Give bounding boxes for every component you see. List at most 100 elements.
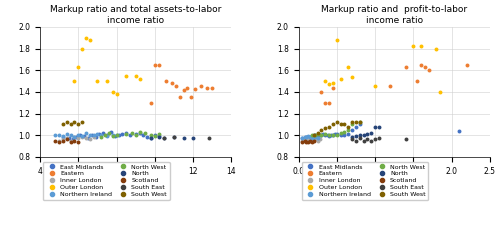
- Point: [310, 137, 318, 140]
- Point: [147, 133, 155, 137]
- Point: [122, 131, 130, 135]
- Point: [160, 137, 168, 140]
- Point: [306, 138, 314, 141]
- Point: [325, 83, 333, 86]
- Point: [132, 133, 140, 137]
- Point: [191, 87, 199, 90]
- Point: [147, 137, 155, 140]
- Point: [302, 135, 310, 139]
- Point: [326, 133, 334, 137]
- Point: [312, 135, 320, 139]
- Point: [55, 140, 63, 144]
- Point: [312, 138, 320, 141]
- Point: [82, 131, 90, 135]
- Point: [302, 135, 310, 139]
- Point: [417, 45, 425, 48]
- Point: [329, 133, 337, 137]
- Point: [78, 47, 86, 50]
- Point: [306, 135, 314, 139]
- Point: [70, 135, 78, 139]
- Point: [103, 134, 111, 138]
- Point: [336, 131, 344, 135]
- Point: [324, 133, 332, 137]
- Point: [52, 139, 60, 142]
- Point: [329, 123, 337, 126]
- Point: [348, 75, 356, 79]
- Point: [371, 85, 379, 88]
- Point: [329, 81, 337, 85]
- Point: [154, 134, 162, 138]
- Point: [436, 90, 444, 94]
- Point: [68, 138, 76, 141]
- Point: [154, 63, 162, 67]
- Point: [52, 133, 60, 137]
- Point: [333, 38, 341, 42]
- Point: [128, 131, 136, 135]
- Point: [170, 135, 178, 139]
- Point: [136, 77, 143, 81]
- Point: [356, 123, 364, 126]
- Point: [318, 90, 326, 94]
- Point: [314, 133, 322, 137]
- Point: [202, 86, 210, 89]
- Point: [109, 90, 117, 94]
- Point: [78, 120, 86, 124]
- Point: [70, 120, 78, 124]
- Point: [151, 63, 159, 67]
- Point: [112, 133, 120, 137]
- Point: [312, 133, 320, 137]
- Point: [322, 101, 330, 104]
- Point: [188, 95, 196, 99]
- Point: [316, 138, 324, 141]
- Point: [154, 135, 162, 139]
- Point: [122, 132, 130, 136]
- Point: [72, 135, 80, 139]
- Point: [168, 81, 176, 85]
- Point: [118, 132, 126, 136]
- Point: [142, 131, 150, 135]
- Point: [360, 133, 368, 137]
- Point: [90, 135, 98, 139]
- Point: [82, 137, 90, 140]
- Point: [348, 123, 356, 126]
- Point: [176, 95, 184, 99]
- Point: [332, 132, 340, 136]
- Point: [329, 133, 337, 137]
- Point: [375, 125, 383, 128]
- Point: [74, 133, 82, 137]
- Point: [322, 79, 330, 83]
- Point: [356, 120, 364, 124]
- Point: [110, 134, 118, 138]
- Point: [318, 133, 326, 137]
- Point: [368, 131, 376, 135]
- Point: [66, 140, 74, 144]
- Point: [340, 130, 348, 134]
- Point: [333, 133, 341, 137]
- Point: [356, 133, 364, 137]
- Point: [348, 128, 356, 132]
- Point: [94, 79, 102, 83]
- Point: [300, 139, 308, 142]
- Point: [92, 135, 100, 139]
- Point: [386, 85, 394, 88]
- Point: [154, 132, 162, 136]
- Point: [352, 134, 360, 138]
- Point: [325, 133, 333, 137]
- Point: [322, 132, 330, 136]
- Point: [368, 139, 376, 142]
- Point: [364, 132, 372, 136]
- Point: [424, 68, 432, 72]
- Point: [136, 130, 143, 134]
- Point: [318, 128, 326, 132]
- Point: [132, 74, 140, 77]
- Point: [298, 140, 306, 144]
- Point: [160, 137, 168, 140]
- Point: [340, 133, 348, 137]
- Point: [70, 79, 78, 83]
- Point: [302, 138, 310, 141]
- Point: [114, 133, 122, 137]
- Point: [55, 139, 63, 142]
- Point: [63, 137, 71, 140]
- Point: [304, 140, 312, 144]
- Point: [109, 134, 117, 138]
